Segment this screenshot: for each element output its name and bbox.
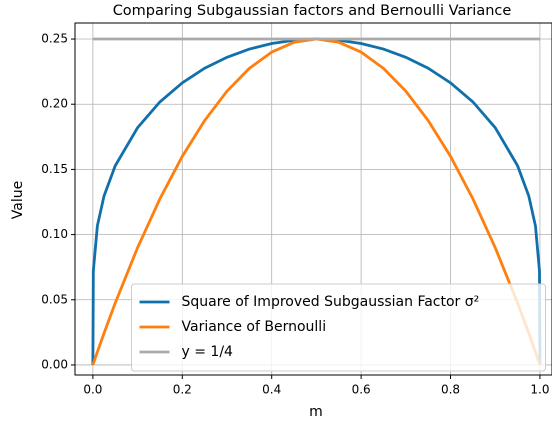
y-tick-label: 0.15	[41, 162, 68, 176]
y-tick-label: 0.25	[41, 32, 68, 46]
y-axis-label: Value	[10, 181, 26, 219]
chart-title: Comparing Subgaussian factors and Bernou…	[113, 3, 512, 19]
legend-label: y = 1/4	[182, 344, 234, 360]
x-tick-label: 0.6	[352, 383, 371, 397]
x-tick-label: 0.0	[83, 383, 102, 397]
plot-frame	[74, 22, 552, 376]
legend-label: Square of Improved Subgaussian Factor σ²	[182, 294, 480, 310]
y-tick-label: 0.20	[41, 97, 68, 111]
x-tick-label: 0.8	[441, 383, 460, 397]
legend-label: Variance of Bernoulli	[182, 319, 327, 335]
y-tick-label: 0.05	[41, 292, 68, 306]
x-tick-label: 1.0	[530, 383, 549, 397]
x-axis-label: m	[309, 404, 323, 420]
x-tick-label: 0.4	[262, 383, 281, 397]
x-tick-label: 0.2	[173, 383, 192, 397]
y-tick-label: 0.00	[41, 357, 68, 371]
legend-box	[131, 283, 546, 372]
y-tick-label: 0.10	[41, 227, 68, 241]
